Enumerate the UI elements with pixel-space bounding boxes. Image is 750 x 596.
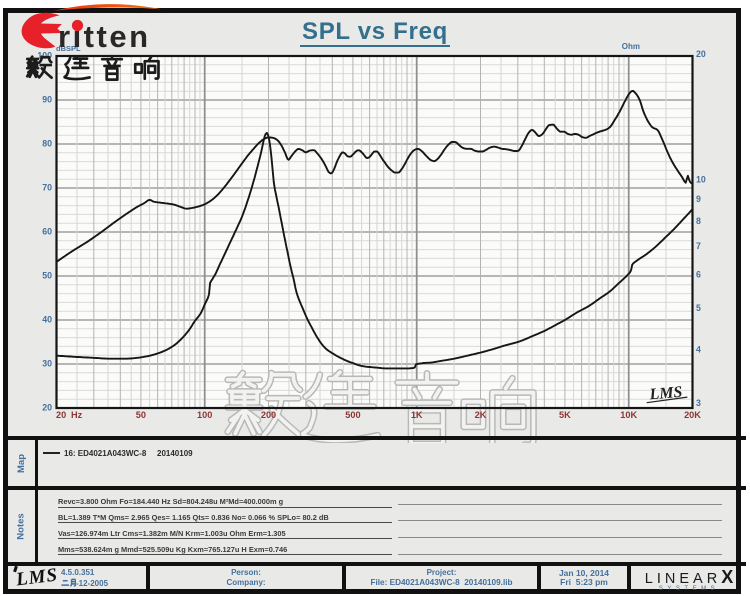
svg-text:20: 20 bbox=[56, 410, 66, 420]
svg-text:8: 8 bbox=[696, 216, 701, 226]
svg-text:7: 7 bbox=[696, 241, 701, 251]
svg-text:200: 200 bbox=[261, 410, 276, 420]
svg-text:5: 5 bbox=[696, 303, 701, 313]
svg-text:Ohm: Ohm bbox=[622, 42, 640, 51]
svg-text:Hz: Hz bbox=[71, 410, 83, 420]
svg-text:5K: 5K bbox=[559, 410, 571, 420]
svg-text:60: 60 bbox=[42, 227, 52, 237]
svg-text:100: 100 bbox=[197, 410, 212, 420]
svg-text:10: 10 bbox=[696, 175, 706, 185]
svg-text:50: 50 bbox=[136, 410, 146, 420]
svg-text:20: 20 bbox=[42, 403, 52, 413]
svg-text:20: 20 bbox=[696, 49, 706, 59]
svg-text:9: 9 bbox=[696, 194, 701, 204]
svg-text:3: 3 bbox=[696, 398, 701, 408]
svg-text:90: 90 bbox=[42, 95, 52, 105]
svg-text:20K: 20K bbox=[684, 410, 701, 420]
svg-text:500: 500 bbox=[345, 410, 360, 420]
svg-text:50: 50 bbox=[42, 271, 52, 281]
svg-text:40: 40 bbox=[42, 315, 52, 325]
svg-text:70: 70 bbox=[42, 183, 52, 193]
svg-text:6: 6 bbox=[696, 269, 701, 279]
svg-text:80: 80 bbox=[42, 139, 52, 149]
svg-text:2K: 2K bbox=[475, 410, 487, 420]
svg-text:ritten: ritten bbox=[58, 19, 151, 54]
svg-text:100: 100 bbox=[37, 51, 52, 61]
svg-text:1K: 1K bbox=[411, 410, 423, 420]
svg-text:10K: 10K bbox=[620, 410, 637, 420]
svg-text:30: 30 bbox=[42, 359, 52, 369]
svg-text:4: 4 bbox=[696, 345, 701, 355]
svg-text:dBSPL: dBSPL bbox=[56, 44, 81, 53]
